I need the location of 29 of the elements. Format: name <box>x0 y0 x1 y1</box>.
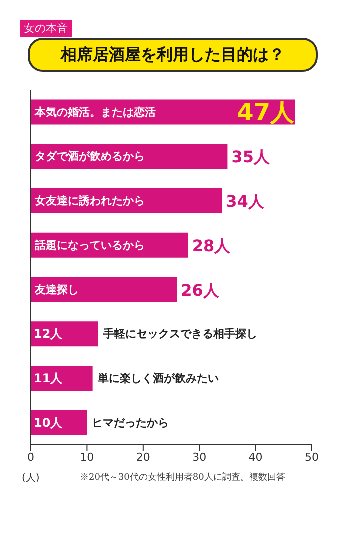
y-tick-label: タダで酒が飲めるから <box>35 150 145 164</box>
y-tick-label: ヒマだったから <box>92 416 170 430</box>
x-tick-label: 20 <box>136 450 150 464</box>
x-tick-label: 50 <box>305 450 319 464</box>
x-tick-label: 0 <box>28 450 34 464</box>
data-label: 28人 <box>192 236 232 255</box>
y-tick-label: 手軽にセックスできる相手探し <box>102 328 258 341</box>
chart-subtitle: 女の本音 <box>20 20 72 37</box>
x-tick-label: 40 <box>248 450 263 464</box>
data-label: 35人 <box>232 147 271 166</box>
text: ※20代～30代の女性利用者80人に調査。複数回答 <box>80 472 286 484</box>
chart-title: 相席居酒屋を利用した目的は？ <box>28 38 318 72</box>
y-tick-label: 話題になっているから <box>34 238 145 252</box>
data-label: 11人 <box>34 372 64 386</box>
bar <box>31 277 178 302</box>
data-label: 47人 <box>237 98 296 126</box>
y-tick-label: 単に楽しく酒が飲みたい <box>96 372 219 386</box>
x-axis-title: (人) <box>22 472 40 485</box>
data-label: 12人 <box>34 327 64 342</box>
data-label: 10人 <box>34 416 64 430</box>
x-tick-label: 30 <box>192 450 207 464</box>
data-label: 26人 <box>181 280 220 300</box>
bar <box>31 322 98 347</box>
data-label: 34人 <box>226 192 266 211</box>
bar <box>31 366 93 392</box>
y-tick-label: 本気の婚活。または恋活 <box>34 106 156 119</box>
y-tick-label: 友達探し <box>34 283 79 296</box>
x-tick-label: 10 <box>80 450 94 464</box>
y-tick-label: 女友達に誘われたから <box>34 194 145 208</box>
